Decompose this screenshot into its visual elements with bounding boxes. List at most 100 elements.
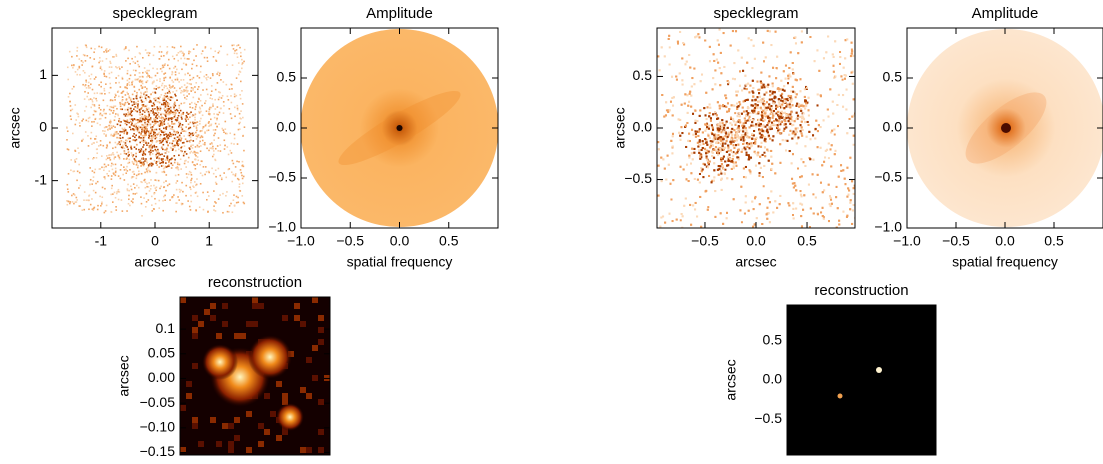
speckle [135, 134, 137, 136]
speckle [227, 211, 229, 213]
speckle [236, 45, 238, 47]
speckle [720, 143, 722, 145]
speckle [175, 112, 177, 114]
speckle [162, 98, 164, 100]
speckle [109, 66, 111, 68]
speckle [125, 102, 127, 104]
speckle [193, 97, 195, 99]
speckle [101, 69, 103, 71]
speckle [133, 86, 135, 88]
speckle [149, 130, 151, 132]
amplitude-peak [397, 125, 403, 131]
speckle [187, 73, 189, 75]
speckle [162, 83, 164, 85]
speckle [150, 188, 152, 190]
speckle [100, 86, 102, 88]
speckle [87, 199, 89, 201]
speckle [162, 200, 164, 202]
speckle [760, 136, 762, 138]
speckle [220, 46, 222, 48]
speckle [179, 88, 181, 90]
speckle [691, 85, 693, 87]
speckle [134, 161, 136, 163]
speckle [110, 62, 112, 64]
speckle [88, 158, 90, 160]
speckle [140, 80, 142, 82]
speckle [723, 138, 725, 140]
speckle [844, 57, 846, 59]
speckle [215, 89, 217, 91]
speckle [155, 190, 157, 192]
speckle [138, 174, 140, 176]
speckle [144, 160, 146, 162]
panel-title: specklegram [112, 5, 197, 22]
speckle [765, 107, 767, 109]
speckle [108, 125, 110, 127]
speckle [718, 174, 720, 176]
speckle [817, 174, 819, 176]
speckle [71, 65, 73, 67]
speckle [742, 130, 744, 132]
speckle [130, 99, 132, 101]
speckle [114, 135, 116, 137]
speckle [178, 199, 180, 201]
speckle [231, 171, 233, 173]
speckle [125, 123, 127, 125]
speckle [745, 201, 747, 203]
speckle [776, 56, 778, 58]
speckle [182, 113, 184, 115]
speckle [792, 214, 794, 216]
speckle [206, 171, 208, 173]
speckle [851, 50, 853, 52]
speckle [208, 129, 210, 131]
speckle [183, 112, 185, 114]
speckle [713, 53, 715, 55]
speckle [680, 139, 682, 141]
speckle [672, 133, 674, 135]
speckle [191, 102, 193, 104]
speckle [153, 80, 155, 82]
speckle [220, 150, 222, 152]
speckle [808, 109, 810, 111]
speckle [191, 87, 193, 89]
speckle [735, 161, 737, 163]
speckle [772, 83, 774, 85]
speckle [748, 210, 750, 212]
speckle [88, 85, 90, 87]
speckle [223, 105, 225, 107]
speckle [93, 209, 95, 211]
speckle [839, 63, 841, 65]
speckle [196, 178, 198, 180]
speckle [688, 155, 690, 157]
speckle [204, 142, 206, 144]
speckle [734, 140, 736, 142]
speckle [111, 188, 113, 190]
speckle [801, 204, 803, 206]
speckle [180, 92, 182, 94]
speckle [98, 107, 100, 109]
speckle [181, 130, 183, 132]
speckle [241, 165, 243, 167]
speckle [153, 124, 155, 126]
speckle [750, 125, 752, 127]
speckle [79, 58, 81, 60]
speckle [195, 82, 197, 84]
speckle [179, 135, 181, 137]
speckle [141, 101, 143, 103]
speckle [198, 134, 200, 136]
speckle [821, 164, 823, 166]
speckle [239, 113, 241, 115]
speckle [794, 132, 796, 134]
speckle [73, 86, 75, 88]
speckle [154, 146, 156, 148]
speckle [853, 98, 855, 100]
speckle [228, 168, 230, 170]
speckle [698, 36, 700, 38]
speckle [812, 173, 814, 175]
speckle [143, 101, 145, 103]
speckle [164, 152, 166, 154]
speckle [205, 46, 207, 48]
speckle [764, 119, 766, 121]
speckle [763, 84, 765, 86]
